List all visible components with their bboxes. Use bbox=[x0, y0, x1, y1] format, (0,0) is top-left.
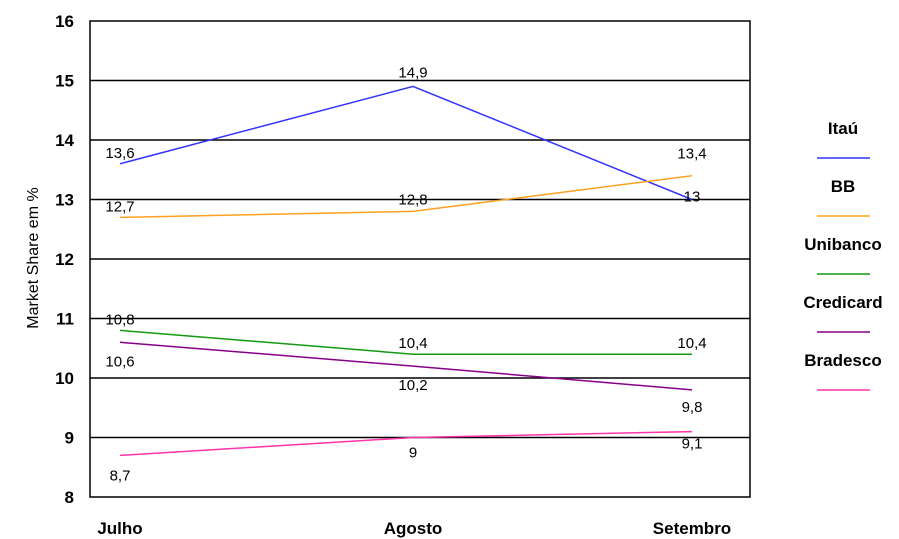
x-tick-label: Agosto bbox=[384, 519, 443, 538]
y-tick-label: 8 bbox=[65, 488, 74, 507]
y-axis-label: Market Share em % bbox=[25, 187, 42, 328]
legend: Itaú BB Unibanco Credicard Bradesco bbox=[803, 119, 883, 391]
gridlines bbox=[90, 79, 750, 439]
y-tick-label: 9 bbox=[65, 429, 74, 448]
y-tick-label: 16 bbox=[55, 12, 74, 31]
series-lines bbox=[119, 85, 693, 457]
y-tick-label: 13 bbox=[55, 191, 74, 210]
x-tick-label: Julho bbox=[97, 519, 142, 538]
x-tick-label: Setembro bbox=[653, 519, 731, 538]
x-tick-labels: Julho Agosto Setembro bbox=[97, 519, 731, 538]
data-label: 10,8 bbox=[105, 311, 134, 328]
legend-label: Bradesco bbox=[804, 351, 881, 370]
data-label: 10,6 bbox=[105, 353, 134, 370]
data-labels: 13,6 14,9 13 12,7 12,8 13,4 10,8 10,4 10,4 10,6 10… bbox=[105, 64, 706, 484]
series-line bbox=[119, 174, 693, 219]
data-label: 13 bbox=[684, 189, 701, 206]
legend-label: Unibanco bbox=[804, 235, 881, 254]
series-line bbox=[119, 329, 692, 355]
data-label: 8,7 bbox=[110, 467, 131, 484]
y-tick-label: 12 bbox=[55, 250, 74, 269]
legend-label: BB bbox=[831, 177, 856, 196]
data-label: 14,9 bbox=[398, 64, 427, 81]
y-tick-label: 14 bbox=[55, 131, 74, 150]
data-label: 9 bbox=[409, 445, 417, 462]
legend-label: Itaú bbox=[828, 119, 858, 138]
series-line bbox=[119, 341, 693, 391]
legend-label: Credicard bbox=[803, 293, 882, 312]
data-label: 10,2 bbox=[398, 377, 427, 394]
data-label: 10,4 bbox=[677, 335, 706, 352]
data-label: 13,4 bbox=[677, 146, 706, 163]
y-tick-label: 15 bbox=[55, 72, 74, 91]
y-tick-label: 11 bbox=[56, 310, 74, 329]
y-tick-labels: 8 9 10 11 12 13 14 15 16 bbox=[55, 12, 74, 507]
y-tick-label: 10 bbox=[55, 369, 74, 388]
data-label: 12,8 bbox=[398, 191, 427, 208]
data-label: 9,8 bbox=[682, 399, 703, 416]
plot-frame bbox=[89, 20, 751, 498]
data-label: 10,4 bbox=[398, 335, 427, 352]
series-line bbox=[119, 430, 693, 457]
series-line bbox=[119, 85, 693, 201]
data-label: 9,1 bbox=[682, 436, 703, 453]
data-label: 12,7 bbox=[105, 198, 134, 215]
data-label: 13,6 bbox=[105, 145, 134, 162]
